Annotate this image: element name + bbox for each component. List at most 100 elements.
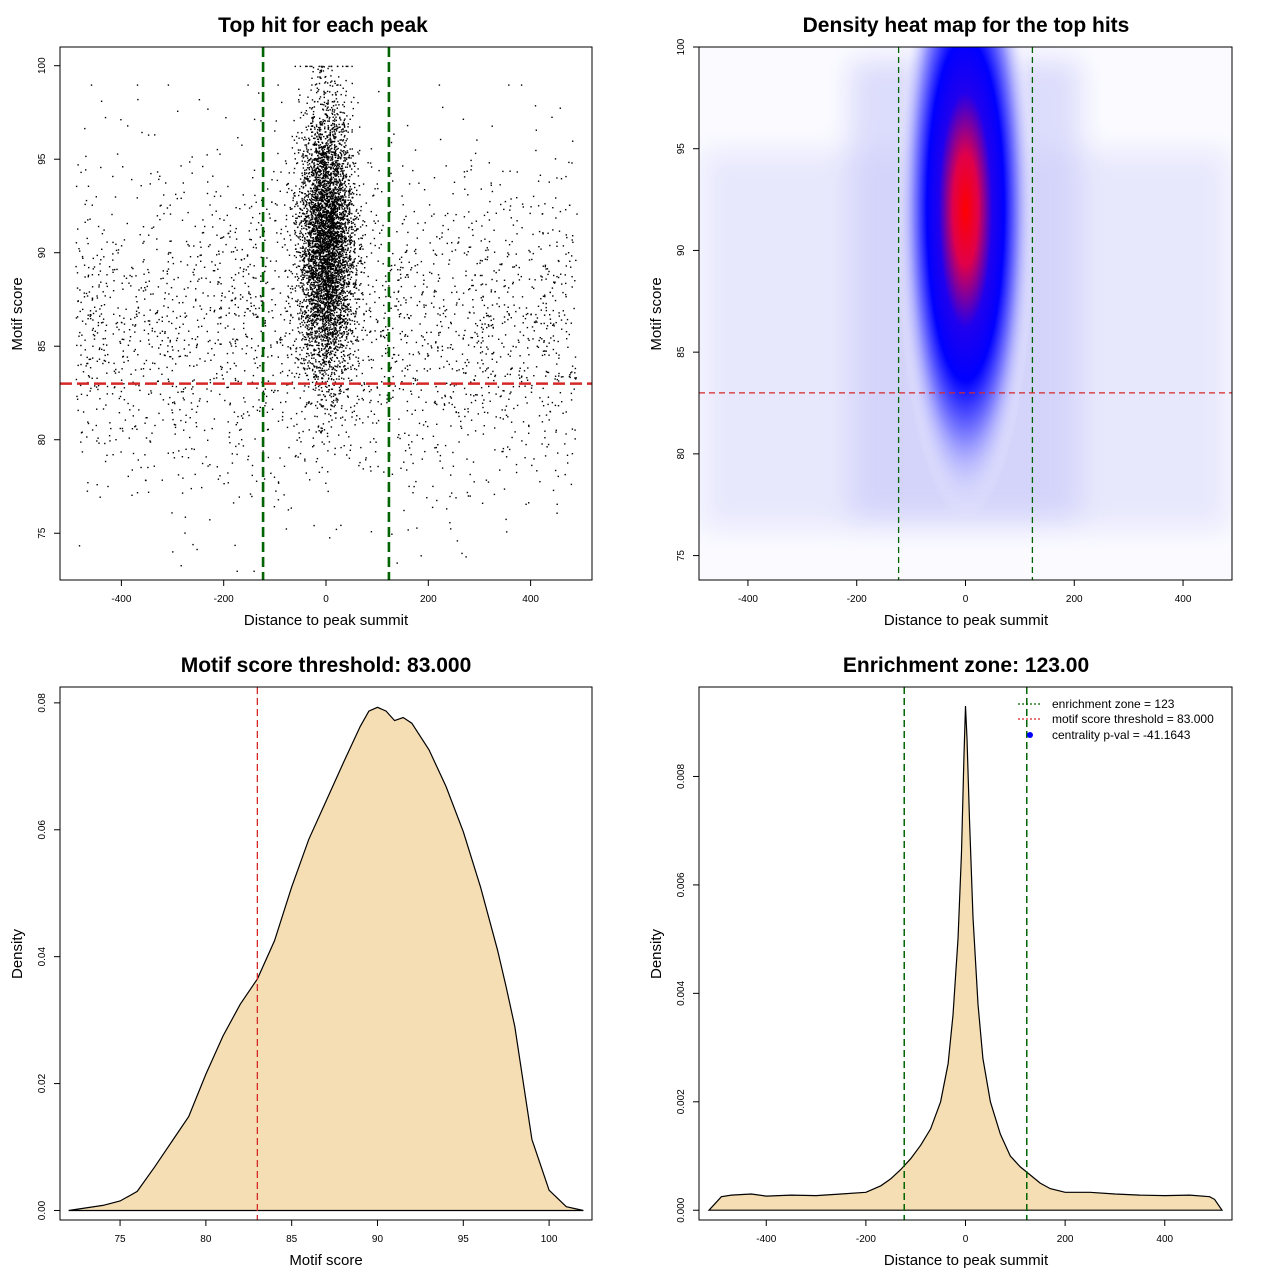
scatter-point xyxy=(324,243,326,245)
scatter-point xyxy=(85,199,88,202)
scatter-point xyxy=(236,570,238,572)
scatter-point xyxy=(184,316,186,318)
scatter-point xyxy=(102,291,104,293)
scatter-point xyxy=(341,324,343,327)
scatter-point xyxy=(338,260,340,262)
scatter-point xyxy=(433,295,435,298)
scatter-point xyxy=(441,345,443,348)
scatter-point xyxy=(167,350,169,353)
scatter-point xyxy=(319,403,321,405)
scatter-point xyxy=(452,451,454,454)
scatter-point xyxy=(524,396,527,398)
scatter-point xyxy=(558,230,561,232)
scatter-point xyxy=(441,325,443,328)
scatter-point xyxy=(266,429,269,431)
scatter-point xyxy=(128,329,131,331)
scatter-point xyxy=(326,275,328,278)
scatter-point xyxy=(567,462,569,464)
scatter-point xyxy=(210,359,212,361)
scatter-point xyxy=(316,221,319,223)
scatter-point xyxy=(334,175,336,177)
scatter-point xyxy=(385,352,387,355)
scatter-point xyxy=(386,401,388,404)
scatter-point xyxy=(134,426,136,428)
scatter-point xyxy=(522,206,524,208)
scatter-point xyxy=(76,398,79,400)
scatter-point xyxy=(255,480,258,482)
scatter-point xyxy=(561,328,563,330)
scatter-point xyxy=(175,327,177,330)
scatter-point xyxy=(86,490,89,492)
scatter-point xyxy=(318,361,321,363)
scatter-point xyxy=(330,194,333,196)
scatter-point xyxy=(251,338,253,340)
scatter-point xyxy=(273,170,275,173)
scatter-point xyxy=(327,305,329,307)
scatter-point xyxy=(324,145,326,147)
scatter-point xyxy=(297,304,299,306)
scatter-point xyxy=(344,248,347,250)
scatter-point xyxy=(343,257,345,259)
scatter-point xyxy=(406,313,409,316)
scatter-point xyxy=(102,343,105,346)
scatter-point xyxy=(301,301,304,304)
scatter-point xyxy=(226,371,228,373)
scatter-point xyxy=(324,363,326,365)
scatter-point xyxy=(234,342,237,345)
scatter-point xyxy=(334,281,336,284)
scatter-point xyxy=(247,455,250,457)
scatter-point xyxy=(463,176,466,178)
scatter-point xyxy=(323,291,325,293)
scatter-point xyxy=(225,117,227,119)
scatter-point xyxy=(143,362,146,365)
scatter-point xyxy=(172,310,174,313)
scatter-point xyxy=(303,369,306,371)
scatter-point xyxy=(279,341,282,344)
scatter-point xyxy=(304,458,306,460)
scatter-point xyxy=(215,377,218,379)
scatter-point xyxy=(400,277,402,279)
scatter-point xyxy=(482,371,484,373)
scatter-point xyxy=(329,174,331,176)
scatter-point xyxy=(219,343,221,345)
scatter-point xyxy=(499,184,501,186)
scatter-point xyxy=(344,311,347,313)
scatter-point xyxy=(127,475,129,478)
scatter-point xyxy=(358,362,360,365)
scatter-point xyxy=(472,461,475,463)
scatter-point xyxy=(239,294,242,296)
scatter-point xyxy=(228,312,230,314)
scatter-point xyxy=(242,194,244,196)
scatter-point xyxy=(539,337,541,339)
scatter-point xyxy=(541,213,544,215)
scatter-point xyxy=(476,139,478,141)
scatter-point xyxy=(84,127,86,130)
scatter-point xyxy=(216,148,219,151)
scatter-point xyxy=(542,302,544,304)
scatter-point xyxy=(510,391,512,393)
scatter-point xyxy=(172,452,174,454)
scatter-point xyxy=(352,155,354,157)
scatter-point xyxy=(244,370,246,372)
scatter-point xyxy=(350,310,352,312)
scatter-point xyxy=(468,246,470,248)
scatter-point xyxy=(327,374,329,376)
scatter-point xyxy=(346,271,349,273)
scatter-point xyxy=(526,402,528,404)
scatter-point xyxy=(510,198,512,200)
scatter-point xyxy=(169,396,171,399)
scatter-point xyxy=(307,333,309,335)
scatter-point xyxy=(341,370,343,373)
scatter-point xyxy=(335,333,337,336)
scatter-point xyxy=(357,360,359,362)
scatter-point xyxy=(455,360,458,362)
scatter-point xyxy=(342,267,344,269)
scatter-point xyxy=(279,338,281,340)
scatter-point xyxy=(163,194,165,196)
scatter-point xyxy=(329,205,332,208)
scatter-point xyxy=(314,286,316,289)
scatter-point xyxy=(127,125,129,127)
scatter-point xyxy=(533,375,535,377)
scatter-point xyxy=(389,211,391,213)
scatter-point xyxy=(125,308,127,310)
